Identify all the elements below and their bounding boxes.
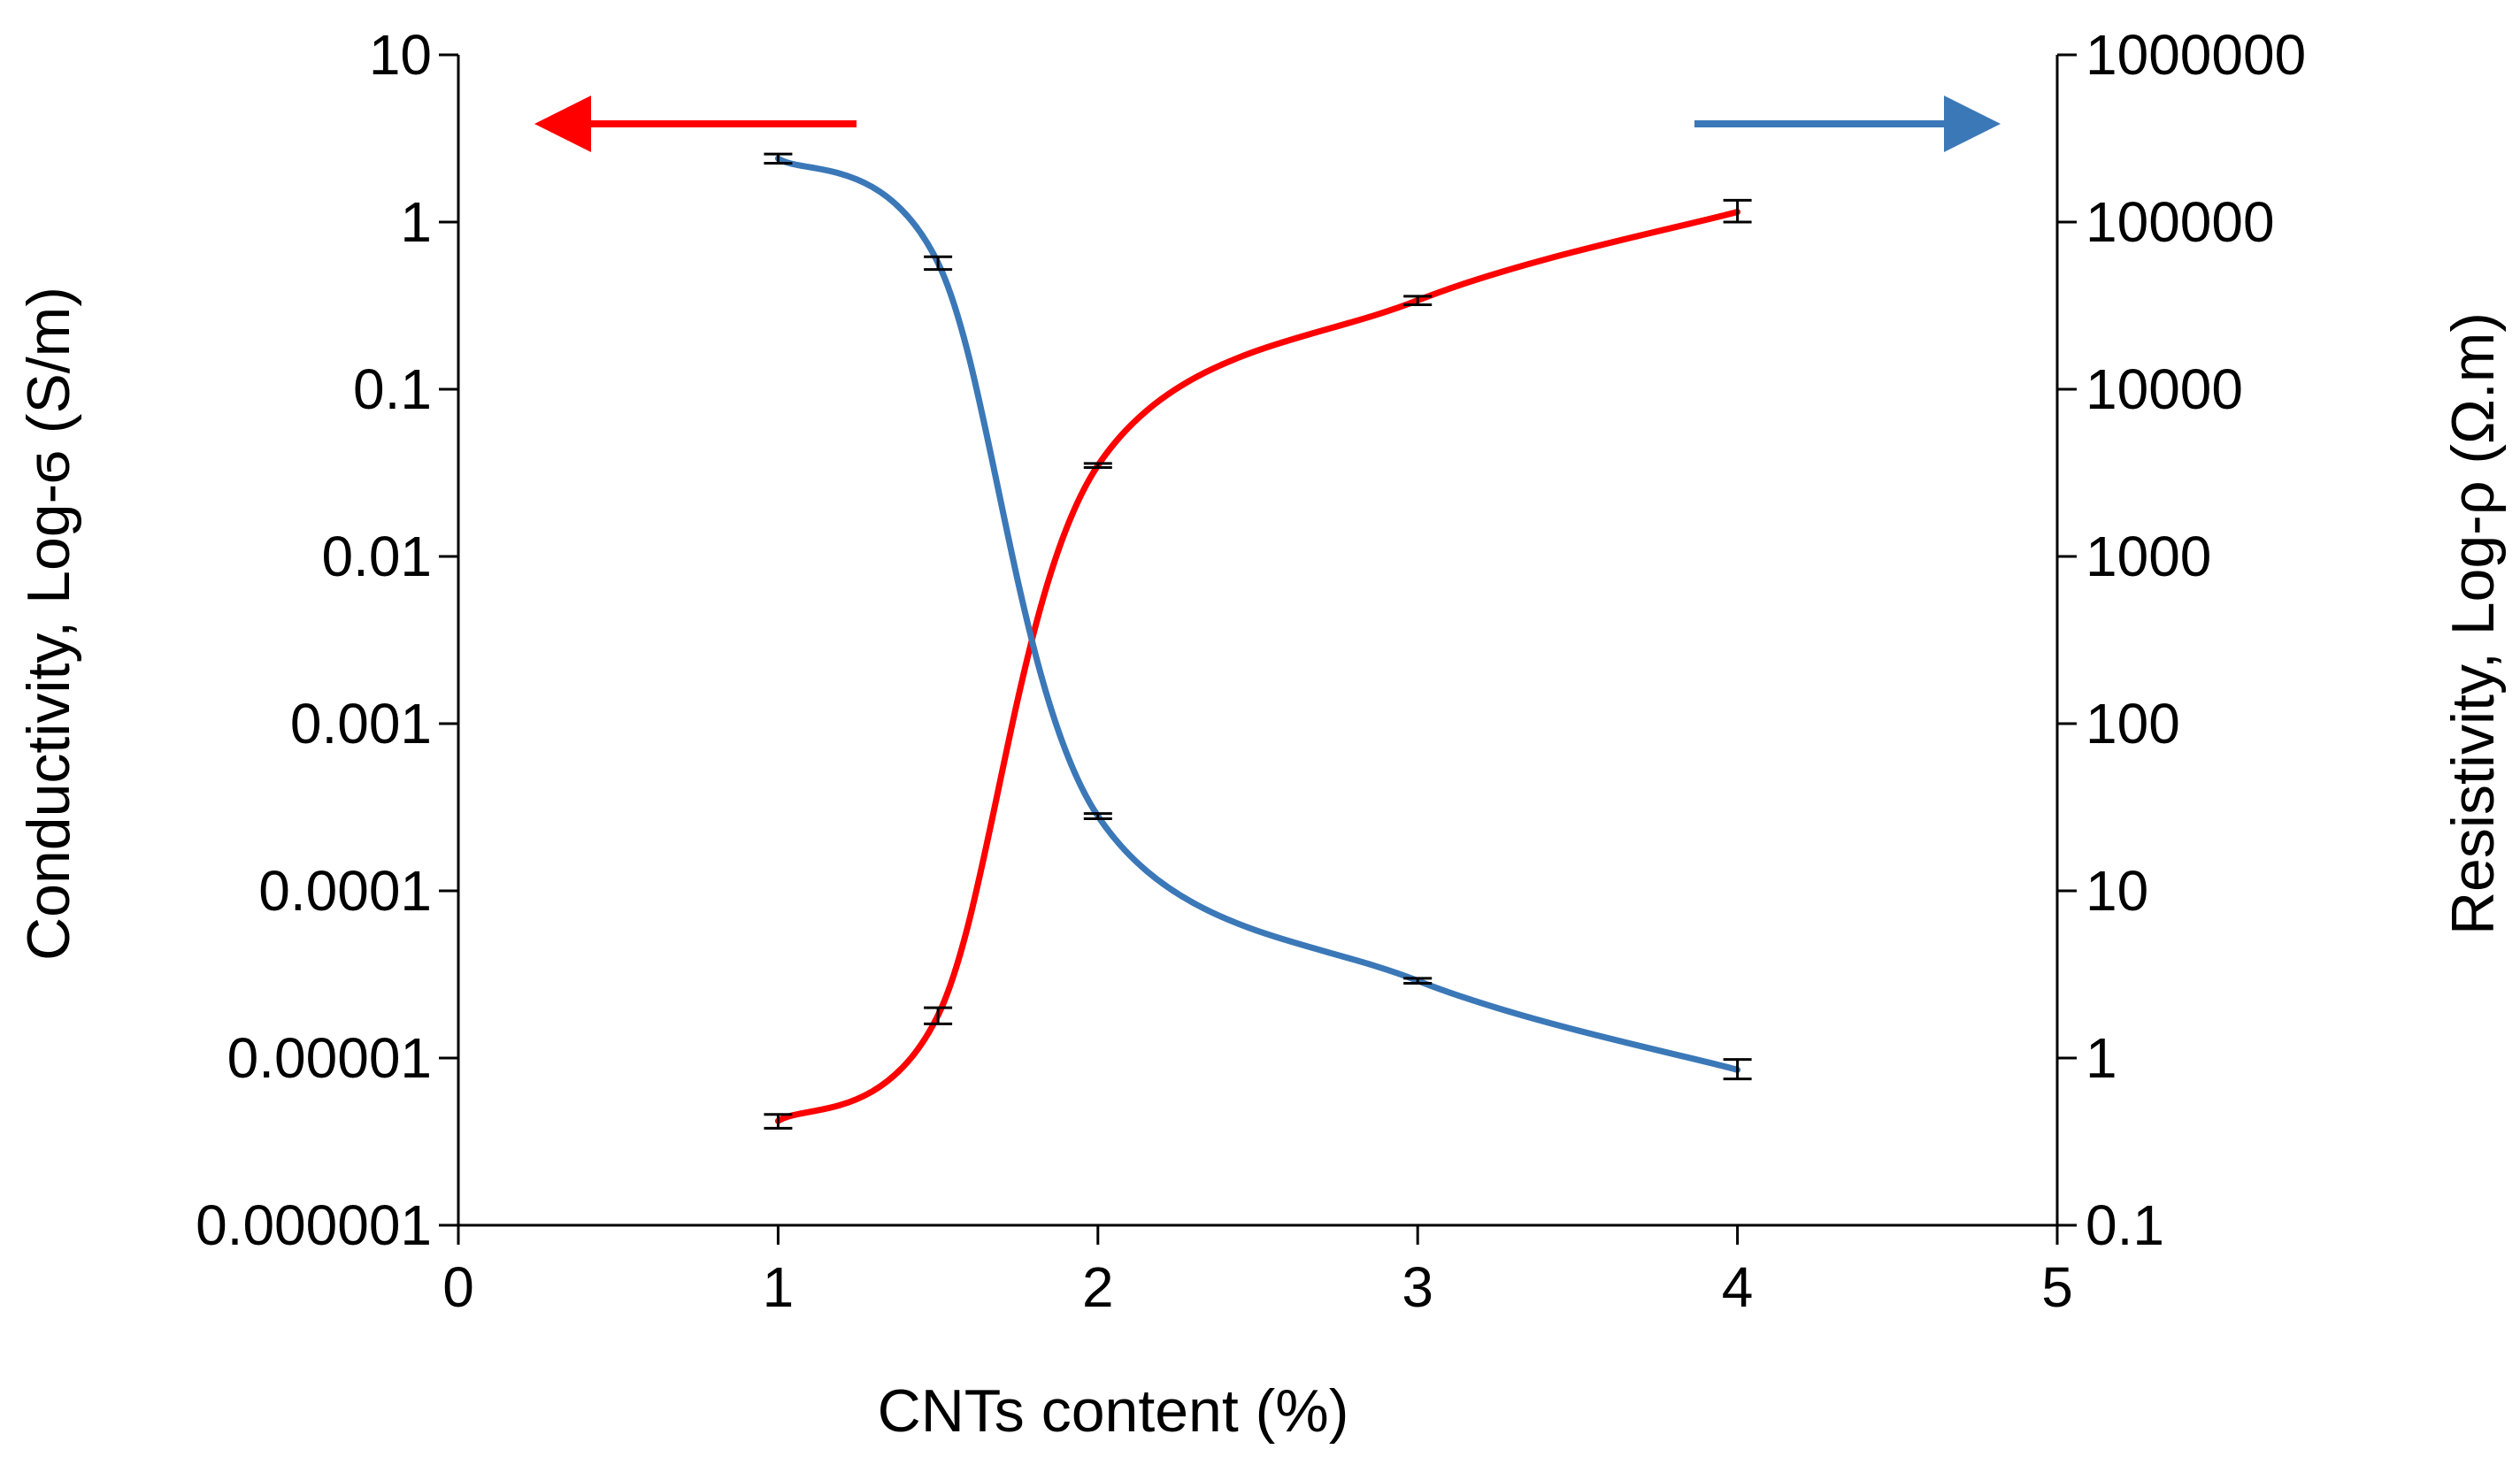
x-axis-title: CNTs content (%) [878,1377,1349,1445]
error-bar [1723,198,1752,224]
y-left-tick-label: 10 [369,23,432,87]
error-bar [1723,1058,1752,1081]
x-tick-label: 1 [763,1255,795,1319]
y-right-tick-label: 1000000 [2086,23,2306,87]
axes: 1010.10.010.0010.00010.000010.0000011000… [196,23,2306,1319]
x-tick-label: 5 [2041,1255,2073,1319]
x-tick-label: 4 [1722,1255,1754,1319]
y-left-tick-label: 0.001 [290,692,432,755]
y-left-tick-label: 0.00001 [227,1026,432,1090]
y-left-tick-label: 0.1 [353,357,432,421]
error-bar [764,1113,793,1130]
y-left-tick-label: 0.01 [321,525,432,588]
y-left-tick-label: 1 [400,190,432,254]
resistivity-series-line [774,155,1741,1073]
y-right-tick-label: 10000 [2086,357,2243,421]
error-bar [924,1006,953,1025]
y-left-axis-title: Conductivity, Log-ϭ (S/m) [15,287,82,961]
y-right-tick-label: 1 [2086,1026,2117,1090]
y-right-tick-label: 100000 [2086,190,2275,254]
error-bar [1403,295,1433,307]
conductivity-series-line [774,209,1741,1124]
y-right-tick-label: 1000 [2086,525,2211,588]
error-bar [924,255,953,272]
error-bar [764,152,793,165]
x-tick-label: 0 [442,1255,474,1319]
error-bar [1083,462,1112,470]
error-bar [1403,977,1433,985]
y-right-tick-label: 10 [2086,859,2148,923]
y-left-tick-label: 0.000001 [196,1193,432,1257]
y-right-tick-label: 0.1 [2086,1193,2164,1257]
x-tick-label: 2 [1082,1255,1114,1319]
series-layer [764,152,1752,1130]
y-right-tick-label: 100 [2086,692,2180,755]
y-right-axis-title: Resistivity, Log-ρ (Ω.m) [2439,312,2507,935]
y-left-tick-label: 0.0001 [258,859,432,923]
error-bar [1083,812,1112,820]
x-tick-label: 3 [1402,1255,1433,1319]
